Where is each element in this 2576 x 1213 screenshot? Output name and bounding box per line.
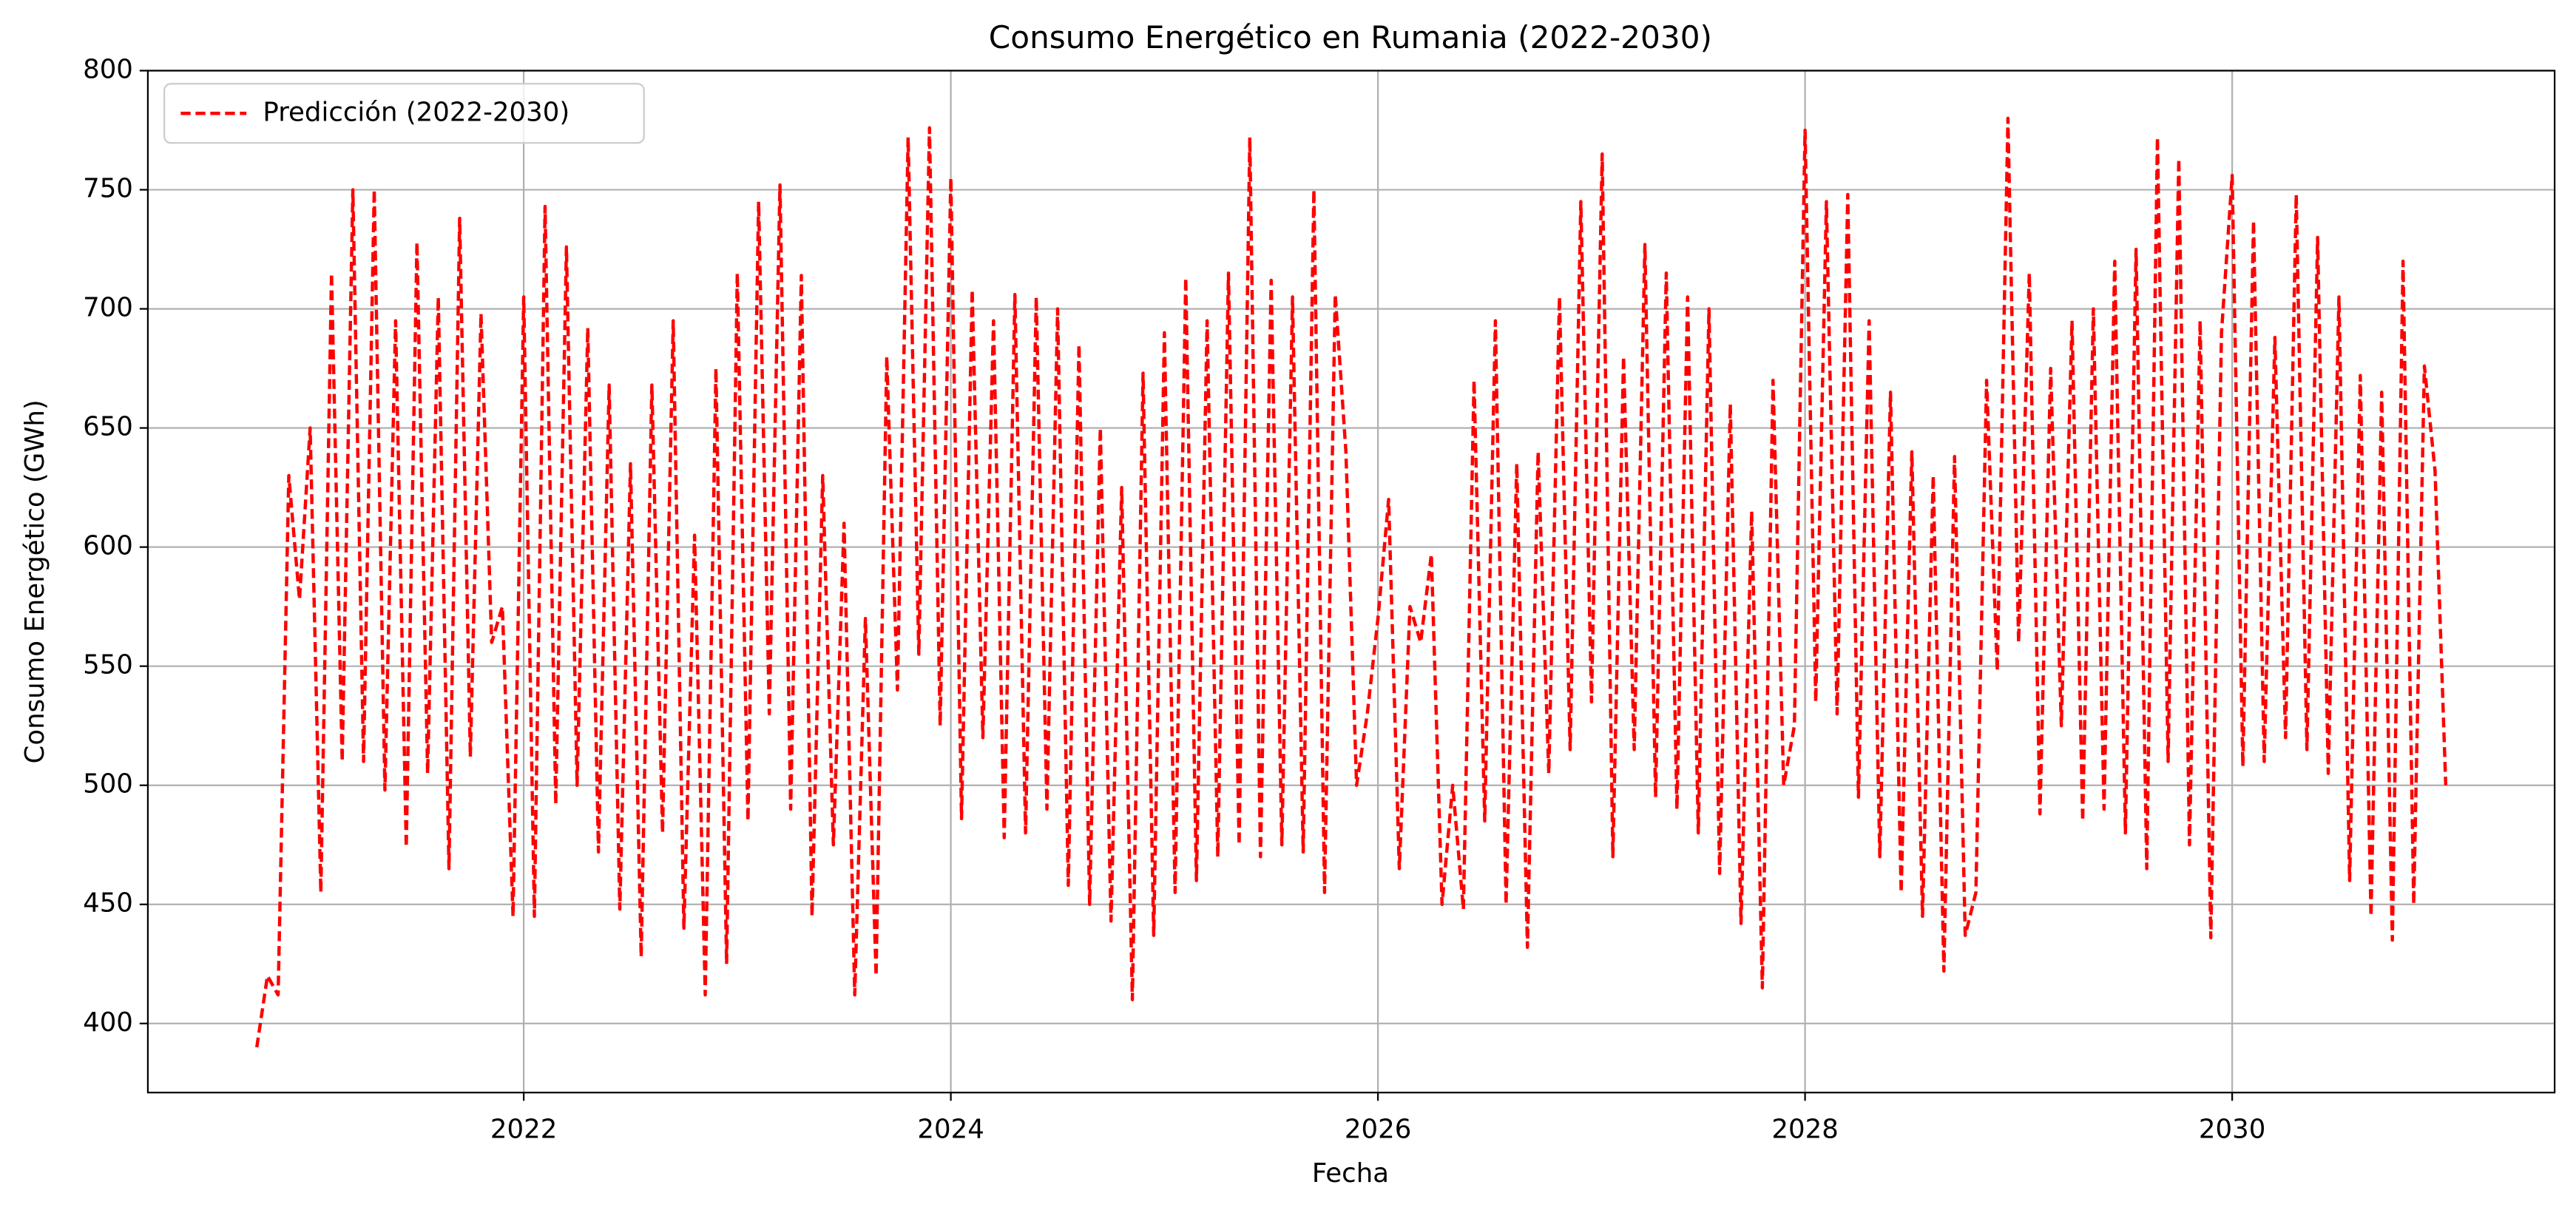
y-tick-label: 450	[83, 888, 133, 919]
x-tick-label: 2028	[1771, 1114, 1838, 1144]
data-line	[254, 116, 2448, 1048]
y-axis-label: Consumo Energético (GWh)	[20, 399, 50, 763]
x-axis-label: Fecha	[1312, 1158, 1389, 1189]
legend-box	[163, 83, 645, 144]
y-tick-label: 600	[83, 531, 133, 561]
y-tick-label: 500	[83, 769, 133, 800]
y-tick-label: 550	[83, 650, 133, 680]
y-tick-label: 650	[83, 412, 133, 442]
legend: Predicción (2022-2030)	[163, 83, 645, 144]
chart-title: Consumo Energético en Rumania (2022-2030…	[989, 19, 1712, 55]
y-tick-label: 400	[83, 1007, 133, 1038]
legend-label: Predicción (2022-2030)	[263, 97, 569, 127]
plot-frame	[146, 70, 2556, 1094]
x-tick-label: 2026	[1345, 1114, 1411, 1144]
x-tick-label: 2022	[490, 1114, 557, 1144]
x-tick-label: 2024	[917, 1114, 984, 1144]
y-tick-label: 800	[83, 55, 133, 85]
y-tick-label: 750	[83, 174, 133, 204]
x-tick-label: 2030	[2199, 1114, 2265, 1144]
y-tick-label: 700	[83, 293, 133, 323]
